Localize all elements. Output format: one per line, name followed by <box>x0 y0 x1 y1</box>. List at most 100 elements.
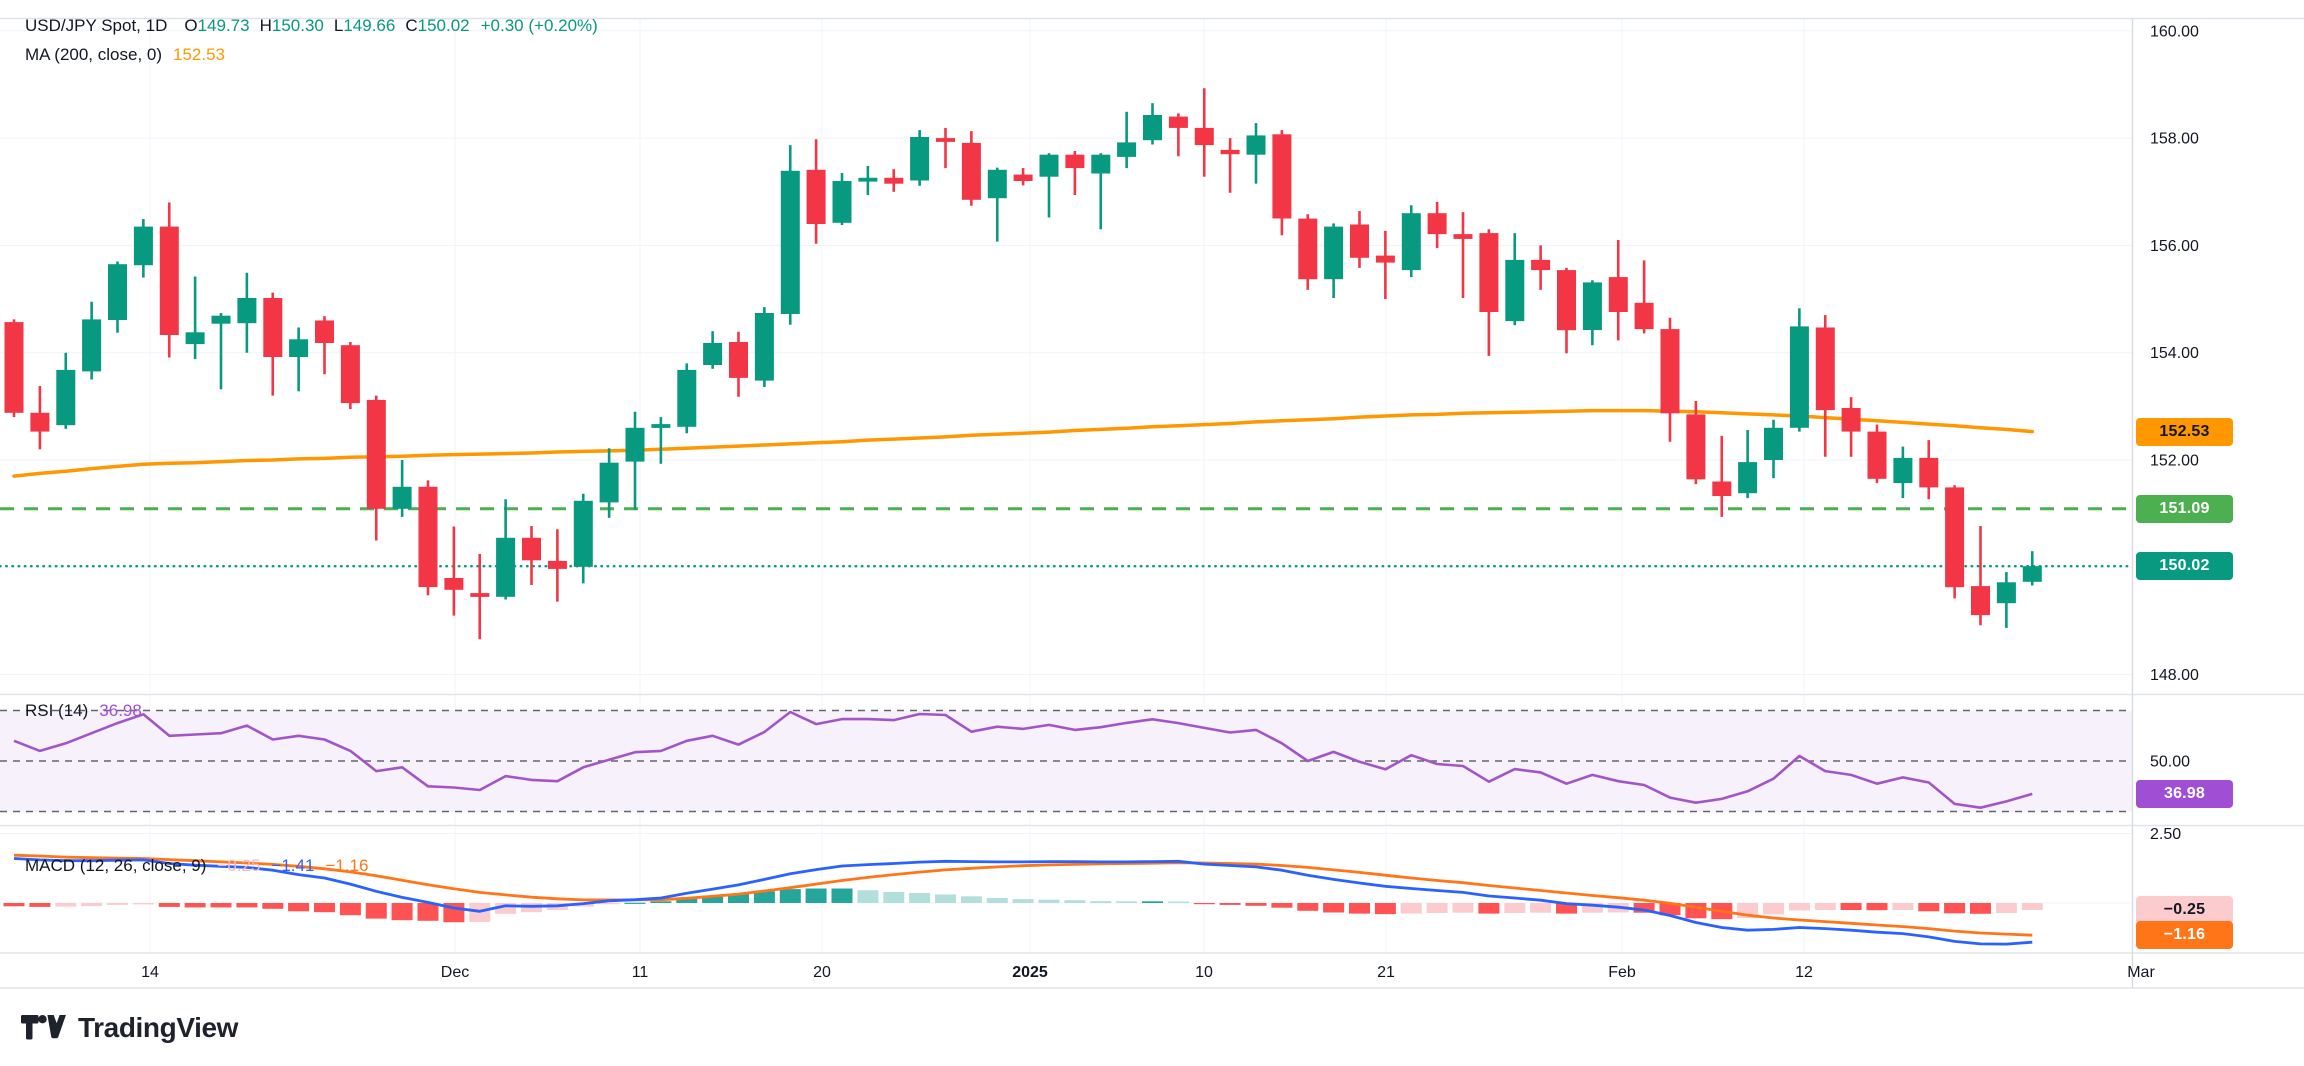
macd-hist-bar <box>262 903 284 909</box>
candle-body <box>599 462 619 503</box>
macd-legend[interactable]: MACD (12, 26, close, 9) −0.25 −1.41 −1.1… <box>25 856 368 876</box>
candle-body <box>1660 329 1680 414</box>
candle-body <box>1582 282 1602 331</box>
candle-body <box>1608 277 1628 312</box>
macd-hist-bar <box>339 903 361 916</box>
candle-body <box>1091 154 1111 174</box>
candle-body <box>1945 487 1965 588</box>
macd-hist-bar <box>1297 903 1319 911</box>
macd-hist-bar <box>1478 903 1500 914</box>
candle-body <box>1764 427 1783 460</box>
candle-body <box>832 181 852 223</box>
macd-hist-bar <box>288 903 310 912</box>
macd-hist-bar <box>1012 899 1034 903</box>
price-axis-label: 148.00 <box>2150 667 2199 684</box>
high-value: H150.30 <box>259 16 324 35</box>
macd-signal-badge: −1.16 <box>2136 921 2233 949</box>
candle-body <box>418 486 438 588</box>
candle-body <box>780 170 800 314</box>
macd-signal-line[interactable] <box>13 853 2033 937</box>
low-value: L149.66 <box>333 16 396 35</box>
macd-hist-bar <box>184 903 206 908</box>
candle-body <box>1712 481 1732 496</box>
macd-hist-bar <box>1944 903 1966 914</box>
macd-main-line[interactable] <box>13 857 2033 946</box>
candle-body <box>1453 234 1473 239</box>
macd-hist-bar <box>598 903 620 905</box>
candle-body <box>366 399 386 509</box>
ma200-line[interactable] <box>12 408 2035 478</box>
time-axis-label: 2025 <box>1012 964 1048 981</box>
tradingview-logo[interactable]: TradingView <box>21 1012 238 1044</box>
macd-hist-bar <box>831 888 853 903</box>
candle-body <box>1427 213 1447 235</box>
symbol-legend[interactable]: USD/JPY Spot, 1D O149.73 H150.30 L149.66… <box>25 16 598 36</box>
macd-hist-bar <box>960 896 982 903</box>
candle-body <box>108 264 127 320</box>
macd-axis-label: 2.50 <box>2150 826 2181 843</box>
time-axis-label: 12 <box>1795 964 1813 981</box>
candle-body <box>987 169 1007 199</box>
price-axis[interactable]: 160.00 158.00 156.00 154.00 152.00 148.00 50.0… <box>2150 23 2199 843</box>
candle-body <box>703 343 723 365</box>
macd-hist-bar <box>1374 903 1396 915</box>
candle-body <box>522 537 541 561</box>
candles <box>4 88 2042 640</box>
tradingview-logo-icon <box>21 1015 66 1040</box>
macd-hist-bar <box>883 891 905 903</box>
ma-legend[interactable]: MA (200, close, 0) 152.53 <box>25 45 225 65</box>
ma-label: MA (200, close, 0) <box>25 45 163 64</box>
candle-body <box>340 345 360 404</box>
time-axis[interactable]: 14 Dec 11 20 2025 10 21 Feb 12 Mar <box>141 964 2155 981</box>
candle-body <box>263 298 283 357</box>
rsi-value-badge: 36.98 <box>2136 780 2233 808</box>
rsi-line[interactable] <box>13 710 2033 810</box>
candle-body <box>754 313 774 381</box>
price-axis-label: 152.00 <box>2150 453 2199 470</box>
macd-hist-bar <box>1918 903 1940 912</box>
macd-hist-bar <box>702 895 724 903</box>
rsi-legend[interactable]: RSI (14) 36.98 <box>25 701 142 721</box>
time-axis-label: Feb <box>1608 964 1636 981</box>
macd-hist-bar <box>857 890 879 903</box>
level-price-badge: 151.09 <box>2136 495 2233 523</box>
macd-hist-bar <box>417 903 439 921</box>
macd-hist-bar <box>1167 901 1189 903</box>
candle-body <box>1738 462 1758 494</box>
candle-body <box>1686 414 1706 480</box>
rsi-value: 36.98 <box>99 701 142 720</box>
macd-signal-value: −1.16 <box>325 856 369 875</box>
candle-body <box>1350 224 1369 258</box>
macd-hist-bar <box>236 903 258 908</box>
macd-hist-bar <box>81 903 103 907</box>
time-axis-label: 10 <box>1195 964 1213 981</box>
macd-hist-bar <box>1116 901 1138 903</box>
price-axis-label: 160.00 <box>2150 23 2199 40</box>
macd-hist-bar <box>1530 903 1552 913</box>
candle-body <box>1375 255 1395 263</box>
candle-body <box>573 500 593 567</box>
candle-body <box>1841 408 1861 432</box>
macd-hist-bar <box>805 888 827 903</box>
macd-histogram <box>3 888 2043 923</box>
macd-hist-bar <box>1788 903 1810 911</box>
candle-body <box>470 593 490 597</box>
candle-body <box>1867 431 1887 479</box>
candle-body <box>237 298 257 324</box>
last-price-badge: 150.02 <box>2136 552 2233 580</box>
candle-body <box>82 319 102 372</box>
macd-hist-bar <box>158 903 180 907</box>
candle-body <box>1919 457 1939 488</box>
candle-body <box>806 169 826 224</box>
candle-body <box>1272 134 1292 219</box>
candle-body <box>1246 135 1266 155</box>
macd-hist-bar <box>935 894 956 903</box>
rsi-axis-label: 50.00 <box>2150 754 2190 771</box>
macd-hist-bar <box>1814 903 1836 910</box>
candle-body <box>1479 233 1499 312</box>
time-axis-label: 20 <box>813 964 831 981</box>
ma-price-badge: 152.53 <box>2136 418 2233 446</box>
macd-hist-bar <box>314 903 335 913</box>
macd-hist-bar <box>55 903 77 907</box>
